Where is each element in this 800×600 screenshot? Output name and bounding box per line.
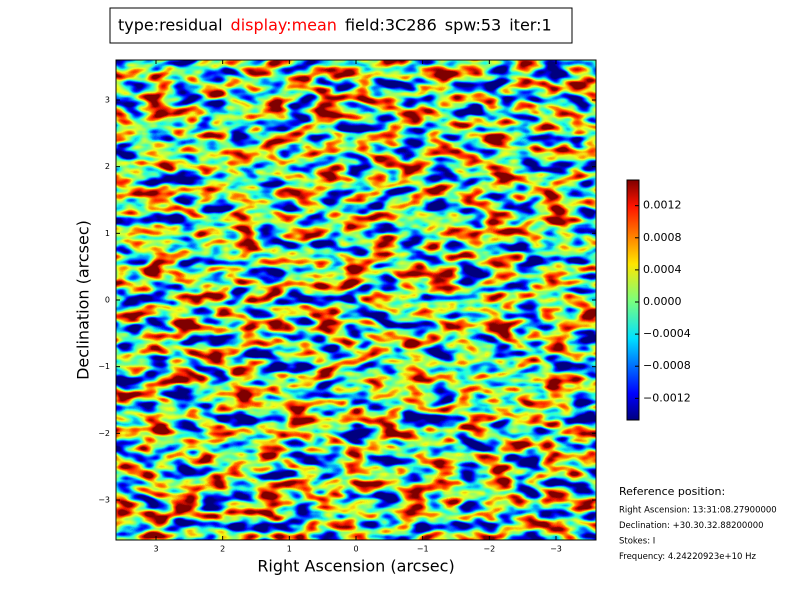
colorbar-tick-label: 0.0004 — [643, 263, 682, 276]
title-part: field:3C286 — [345, 16, 437, 35]
reference-heading: Reference position: — [619, 485, 725, 498]
chart-layer: type:residual display:mean field:3C286 spw:… — [74, 16, 777, 576]
x-tick-label: 3 — [153, 545, 158, 554]
x-tick-label: 0 — [353, 545, 358, 554]
reference-line: Frequency: 4.24220923e+10 Hz — [619, 552, 756, 562]
y-tick-label: 3 — [105, 96, 110, 105]
reference-line: Declination: +30.30.32.88200000 — [619, 521, 764, 531]
title-box — [109, 7, 573, 44]
y-tick-label: −1 — [98, 362, 110, 371]
title-part: type:residual — [118, 16, 223, 35]
colorbar-tick-label: −0.0004 — [643, 327, 691, 340]
x-tick-label: −2 — [483, 545, 495, 554]
residual-image — [116, 60, 596, 540]
x-axis-label: Right Ascension (arcsec) — [257, 557, 454, 576]
x-tick-label: −1 — [417, 545, 429, 554]
x-tick-label: −3 — [550, 545, 562, 554]
title-part: spw:53 — [445, 16, 501, 35]
reference-line: Right Ascension: 13:31:08.27900000 — [619, 506, 777, 516]
colorbar-tick-label: 0.0000 — [643, 295, 682, 308]
colorbar — [626, 179, 640, 421]
y-tick-label: −3 — [98, 496, 110, 505]
colorbar-tick-label: −0.0012 — [643, 391, 691, 404]
title-part: display:mean — [231, 16, 337, 35]
colorbar-tick-label: 0.0008 — [643, 231, 682, 244]
y-tick-label: −2 — [98, 429, 110, 438]
y-tick-label: 1 — [105, 229, 110, 238]
colorbar-tick-label: −0.0008 — [643, 359, 691, 372]
reference-line: Stokes: I — [619, 537, 655, 547]
y-tick-label: 0 — [105, 296, 110, 305]
title-part: iter:1 — [509, 16, 551, 35]
y-tick-label: 2 — [105, 162, 110, 171]
x-tick-label: 1 — [287, 545, 292, 554]
x-tick-label: 2 — [220, 545, 225, 554]
y-axis-label: Declination (arcsec) — [74, 220, 93, 380]
colorbar-tick-label: 0.0012 — [643, 199, 682, 212]
